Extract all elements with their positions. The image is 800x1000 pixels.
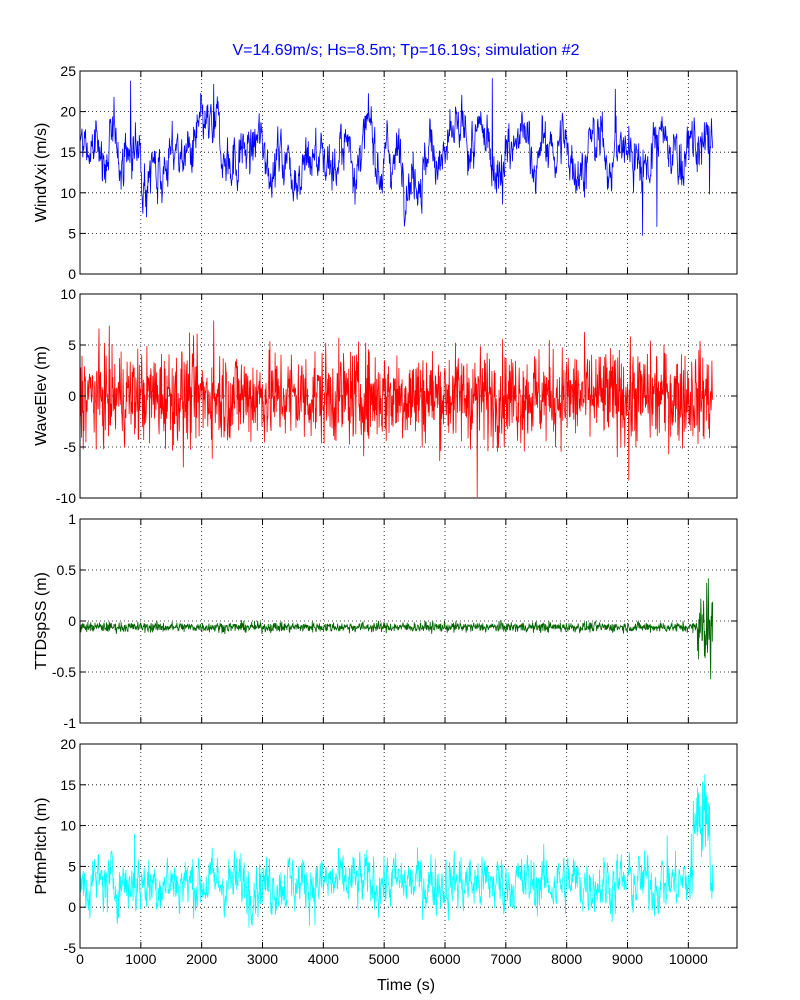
y-tick-label: 0 [68,613,76,629]
y-tick-label: 5 [68,225,76,241]
series-line-tower-displacement [79,578,714,680]
y-tick-label: 5 [68,337,76,353]
y-tick-label: 0 [68,899,76,915]
y-axis-label: PtfmPitch (m) [33,798,50,895]
x-tick-label: 7000 [490,951,521,967]
series-line-wind-speed [79,78,714,236]
y-tick-label: 0 [68,266,76,282]
y-tick-label: 0 [68,388,76,404]
y-tick-label: 20 [60,736,76,752]
y-tick-label: 25 [60,63,76,79]
x-tick-label: 2000 [186,951,217,967]
y-tick-label: 10 [60,286,76,302]
y-tick-label: 10 [60,185,76,201]
x-tick-label: 3000 [247,951,278,967]
x-tick-label: 5000 [369,951,400,967]
y-tick-label: -5 [64,940,77,956]
y-tick-label: 0.5 [57,562,77,578]
subplot-tower-displacement: -1 -0.5 0 0.5 1 TTDspSS (m) [33,511,738,731]
x-tick-label: 4000 [308,951,339,967]
subplot-wind-speed: 0 5 10 15 20 25 WindVxi (m/s) [33,63,738,282]
x-tick-label: 8000 [551,951,582,967]
y-tick-label: 20 [60,104,76,120]
series-line-wave-elevation [79,320,714,498]
y-tick-label: 1 [68,511,76,527]
x-tick-label: 10000 [669,951,708,967]
x-tick-label: 9000 [612,951,643,967]
x-tick-label: 0 [76,951,84,967]
series-line-platform-pitch [79,774,714,928]
subplot-wave-elevation: -10 -5 0 5 10 WaveElev (m) [33,286,738,506]
y-axis-label: TTDspSS (m) [33,572,50,670]
y-tick-label: 15 [60,777,76,793]
axes-frame [79,70,738,275]
y-tick-label: 5 [68,858,76,874]
x-axis-label: Time (s) [377,977,435,994]
y-tick-label: 10 [60,818,76,834]
figure-title: V=14.69m/s; Hs=8.5m; Tp=16.19s; simulati… [232,42,579,59]
x-tick-label: 1000 [125,951,156,967]
x-tick-label: 6000 [429,951,460,967]
y-tick-label: -5 [64,439,77,455]
y-axis-label: WindVxi (m/s) [33,123,50,223]
y-axis-label: WaveElev (m) [33,346,50,446]
y-tick-label: 15 [60,144,76,160]
y-tick-label: -10 [56,490,76,506]
y-tick-label: -0.5 [52,664,76,680]
y-tick-label: -1 [64,715,77,731]
axes-frame [79,743,738,949]
